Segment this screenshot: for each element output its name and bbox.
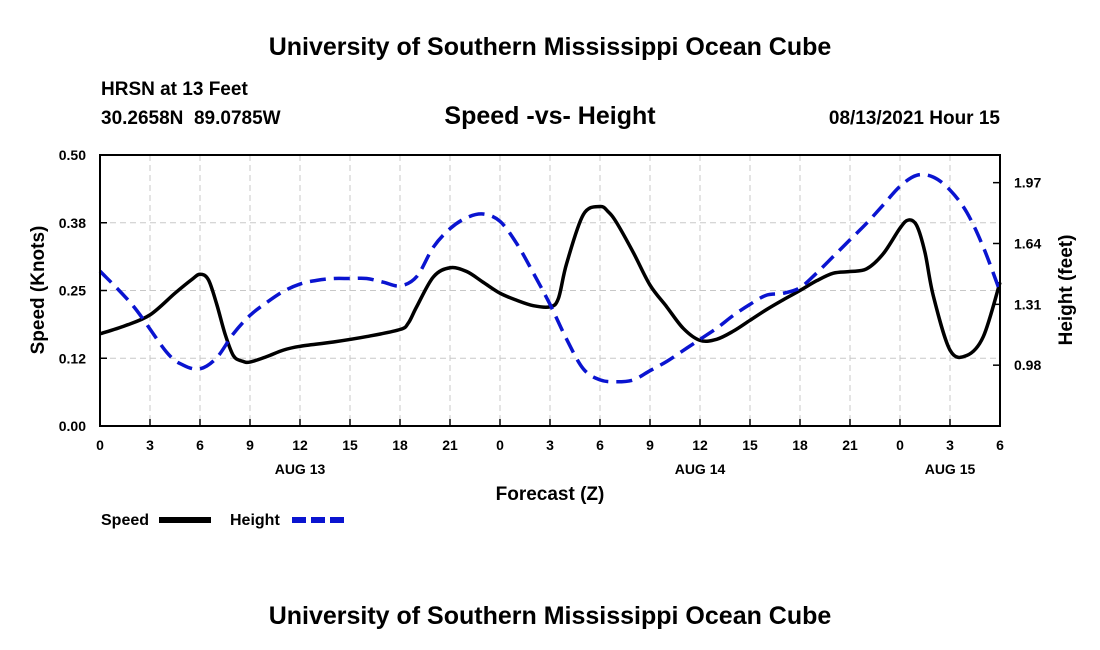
y-tick-label: 0.38	[59, 215, 86, 231]
coordinates-label: 30.2658N 89.0785W	[101, 108, 281, 129]
x-tick-label: 6	[596, 437, 604, 453]
date-label: AUG 14	[675, 461, 726, 477]
y-tick-label: 0.25	[59, 283, 86, 299]
title-top: University of Southern Mississippi Ocean…	[269, 33, 832, 61]
y-axis-label: Speed (Knots)	[28, 226, 49, 355]
legend-label-height: Height	[230, 512, 280, 529]
y-tick-label: 0.12	[59, 350, 86, 366]
axes: 0 3 6 9 12 15 18 21 0 3 6 9 12 15 18 21 0 3 6 0.00 0.12 0.25 0…	[59, 147, 1042, 477]
y2-tick-label: 1.97	[1014, 175, 1041, 191]
x-tick-label: 3	[946, 437, 954, 453]
y2-axis-label: Height (feet)	[1056, 235, 1077, 346]
x-tick-label: 9	[246, 437, 254, 453]
forecast-datetime: 08/13/2021 Hour 15	[829, 108, 1001, 129]
series-speed-line	[99, 204, 1002, 365]
y-tick-label: 0.00	[59, 418, 86, 434]
y2-tick-label: 1.31	[1014, 296, 1041, 312]
x-tick-label: 18	[792, 437, 808, 453]
legend-label-speed: Speed	[101, 512, 149, 529]
x-tick-label: 18	[392, 437, 408, 453]
legend: Speed Height	[101, 512, 344, 529]
y2-tick-label: 1.64	[1014, 235, 1041, 251]
x-tick-label: 3	[146, 437, 154, 453]
date-label: AUG 13	[275, 461, 326, 477]
chart-grid	[100, 155, 1000, 426]
date-label: AUG 15	[925, 461, 976, 477]
chart-subtitle: Speed -vs- Height	[444, 102, 656, 130]
x-tick-label: 21	[442, 437, 458, 453]
x-tick-label: 15	[742, 437, 758, 453]
x-tick-label: 12	[292, 437, 308, 453]
x-tick-label: 21	[842, 437, 858, 453]
x-tick-label: 6	[996, 437, 1004, 453]
x-tick-label: 0	[96, 437, 104, 453]
y2-tick-label: 0.98	[1014, 357, 1041, 373]
x-tick-label: 15	[342, 437, 358, 453]
x-tick-label: 0	[896, 437, 904, 453]
x-tick-label: 12	[692, 437, 708, 453]
x-tick-label: 6	[196, 437, 204, 453]
title-bottom: University of Southern Mississippi Ocean…	[269, 602, 832, 630]
y-tick-label: 0.50	[59, 147, 86, 163]
station-label: HRSN at 13 Feet	[101, 79, 248, 100]
plot-area	[98, 172, 1002, 384]
x-tick-label: 0	[496, 437, 504, 453]
x-tick-label: 3	[546, 437, 554, 453]
series-height-line	[98, 172, 1002, 384]
x-tick-label: 9	[646, 437, 654, 453]
x-axis-label: Forecast (Z)	[496, 484, 605, 505]
